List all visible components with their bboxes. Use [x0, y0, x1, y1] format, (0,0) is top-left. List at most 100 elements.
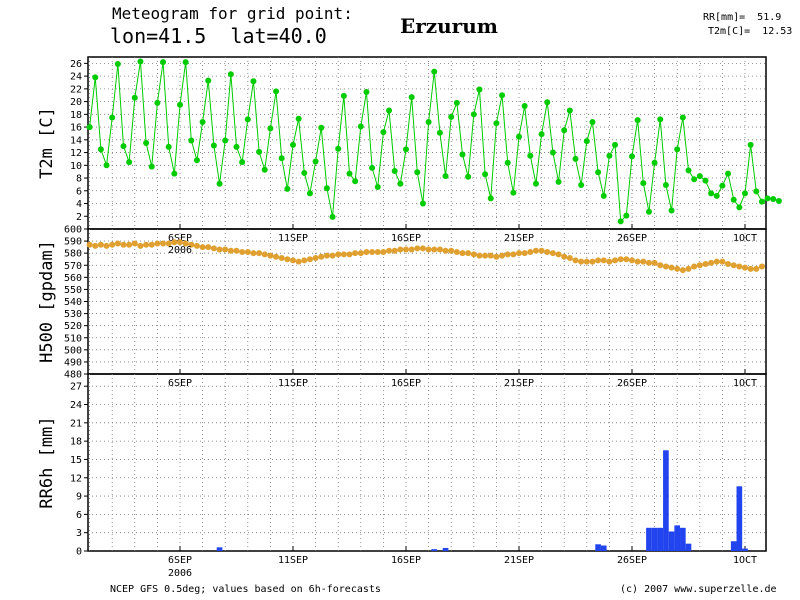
t2m-point: [126, 159, 133, 166]
h500-point: [160, 240, 167, 247]
t2m-point: [442, 173, 449, 180]
h500-point: [114, 240, 121, 247]
h500-point: [295, 258, 302, 265]
rr-bar: [646, 527, 652, 551]
chart-title-coordinates: lon=41.5 lat=40.0: [110, 24, 327, 48]
t2m-point: [645, 208, 652, 215]
h500-point: [346, 251, 353, 258]
h500-point: [606, 258, 613, 265]
h500-point: [278, 255, 285, 261]
h500-point: [572, 257, 579, 264]
h500-point: [403, 246, 409, 253]
t2m-point: [578, 182, 585, 189]
h500-point: [329, 252, 336, 259]
h500-ytick-label: 520: [64, 321, 82, 332]
rr-ytick-label: 21: [70, 418, 82, 429]
rr-bar: [442, 547, 449, 551]
h500-point: [504, 251, 511, 258]
h500-point: [250, 250, 257, 257]
t2m-point: [657, 116, 664, 123]
h500-point: [758, 263, 765, 270]
t2m-ytick-label: 24: [70, 72, 82, 83]
h500-point: [431, 246, 438, 253]
t2m-point: [397, 180, 404, 187]
t2m-xtick-label: 16SEP: [391, 233, 421, 244]
h500-point: [578, 258, 585, 265]
t2m-point: [532, 180, 539, 187]
t2m-point: [493, 120, 500, 127]
h500-point: [595, 257, 602, 264]
h500-xtick-label: 6SEP: [168, 378, 192, 389]
h500-ytick-label: 500: [64, 345, 82, 356]
h500-point: [725, 261, 732, 268]
t2m-point: [674, 146, 681, 153]
t2m-point: [290, 141, 296, 148]
h500-point: [171, 239, 178, 246]
t2m-point: [425, 118, 432, 125]
rr-panel: 0 3 6 9 12 15 18 21 24 27 6SEP 11SEP 16SEP 21SEP 26SEP…: [37, 373, 767, 579]
rr-bar: [674, 525, 681, 551]
h500-point: [482, 252, 489, 259]
h500-point: [623, 256, 630, 263]
t2m-point: [606, 152, 613, 159]
t2m-point: [583, 138, 590, 145]
t2m-point: [177, 101, 183, 108]
t2m-point: [725, 170, 732, 177]
t2m-point: [205, 77, 212, 84]
t2m-point: [131, 94, 138, 101]
t2m-point: [436, 129, 443, 136]
h500-point: [312, 255, 319, 261]
h500-xtick-label: 1OCT: [733, 378, 757, 389]
t2m-point: [713, 192, 720, 199]
h500-ytick-label: 570: [64, 261, 82, 272]
t2m-point: [244, 116, 251, 123]
t2m-point: [374, 183, 381, 190]
h500-point: [256, 250, 263, 257]
h500-point: [476, 252, 483, 259]
t2m-point: [306, 190, 313, 197]
rr-bar: [657, 527, 664, 551]
t2m-point: [103, 162, 110, 169]
h500-point: [199, 244, 206, 251]
t2m-point: [199, 118, 206, 125]
t2m-point: [222, 137, 229, 144]
t2m-point: [120, 143, 127, 150]
h500-point: [696, 262, 703, 269]
h500-point: [301, 257, 308, 264]
t2m-ylabel: T2m [C]: [37, 107, 57, 179]
t2m-point: [380, 129, 387, 136]
t2m-point: [770, 196, 777, 203]
rr-bar: [685, 543, 692, 551]
t2m-point: [685, 167, 692, 174]
location-name: Erzurum: [400, 14, 498, 38]
t2m-point: [363, 89, 370, 96]
rr-xtick-label: 11SEP: [278, 555, 308, 566]
t2m-point: [335, 145, 342, 152]
t2m-point: [386, 107, 393, 114]
rr-ytick-label: 15: [70, 455, 82, 466]
h500-point: [244, 248, 251, 255]
t2m-ytick-label: 2: [76, 212, 82, 223]
t2m-ytick-label: 12: [70, 148, 82, 159]
t2m-mean: T2m[C]= 12.53: [708, 26, 793, 37]
h500-point: [239, 248, 246, 255]
t2m-point: [182, 59, 189, 66]
t2m-point: [612, 141, 619, 148]
rr-xtick-label: 21SEP: [504, 555, 534, 566]
t2m-point: [448, 113, 455, 120]
h500-point: [645, 259, 652, 266]
t2m-ytick-label: 8: [76, 174, 82, 185]
t2m-point: [301, 169, 308, 176]
t2m-point: [510, 189, 517, 196]
h500-point: [436, 246, 443, 253]
t2m-ytick-label: 14: [70, 135, 82, 146]
t2m-point: [256, 148, 263, 155]
t2m-point: [312, 158, 319, 165]
rr-bar: [216, 547, 223, 551]
h500-point: [555, 251, 562, 258]
h500-point: [92, 242, 99, 249]
t2m-ytick-label: 26: [70, 59, 82, 70]
t2m-point: [278, 155, 285, 162]
h500-point: [499, 252, 506, 259]
t2m-point: [544, 99, 551, 106]
